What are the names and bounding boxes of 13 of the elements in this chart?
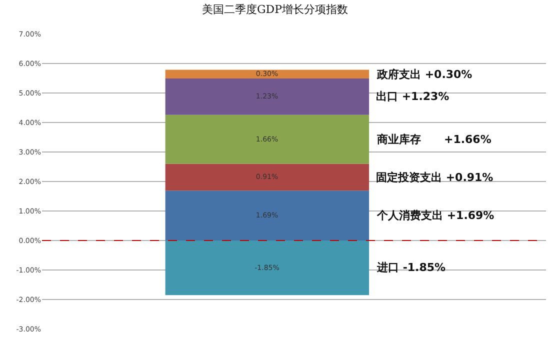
bar bbox=[165, 240, 370, 296]
bar bbox=[165, 70, 370, 79]
bar bbox=[165, 78, 370, 115]
series-label: 出口 +1.23% bbox=[376, 90, 450, 103]
bar bbox=[165, 114, 370, 164]
series-label: 进口 -1.85% bbox=[376, 261, 446, 274]
series-label: 政府支出 +0.30% bbox=[376, 68, 472, 81]
bar bbox=[165, 190, 370, 240]
bar bbox=[165, 164, 370, 191]
series-label: 个人消费支出 +1.69% bbox=[376, 209, 494, 222]
chart-title: 美国二季度GDP增长分项指数 bbox=[202, 2, 348, 16]
series-label: 固定投资支出 +0.91% bbox=[376, 171, 494, 184]
series-label: 商业库存 +1.66% bbox=[376, 133, 492, 146]
